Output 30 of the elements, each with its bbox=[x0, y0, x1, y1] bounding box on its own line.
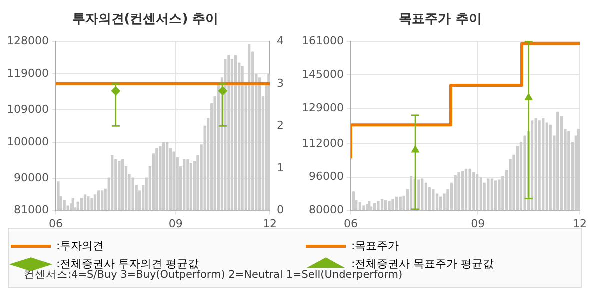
text: 컨센서스:4=S/Buy 3=Buy(Outperform) 2=Neutral 1=Sell(Underperform) bbox=[24, 269, 403, 282]
y2-tick-label: 0 bbox=[277, 204, 284, 217]
legend-label: :전체증권사 투자의견 평균값 bbox=[56, 257, 200, 270]
x-tick-label: 12 bbox=[263, 217, 277, 230]
y2-tick-label: 2 bbox=[277, 119, 284, 132]
x-tick-label: 06 bbox=[344, 217, 358, 230]
legend-label: :투자의견 bbox=[56, 239, 104, 252]
y2-tick-label: 4 bbox=[277, 34, 284, 48]
x-tick-label: 09 bbox=[471, 217, 486, 230]
y-tick-label: 119000 bbox=[6, 66, 49, 80]
legend-label: :전체증권사 목표주가 평균값 bbox=[352, 257, 494, 270]
y-tick-label: 109000 bbox=[6, 102, 49, 116]
x-tick-label: 12 bbox=[573, 217, 587, 230]
legend-label: :목표주가 bbox=[352, 239, 400, 252]
y-tick-label: 96000 bbox=[308, 170, 344, 184]
y-tick-label: 81000 bbox=[14, 204, 49, 217]
x-tick-label: 09 bbox=[168, 217, 183, 230]
y-tick-label: 128000 bbox=[6, 34, 49, 48]
y-tick-label: 129000 bbox=[302, 101, 344, 114]
chart-title: 목표주가 추이 bbox=[399, 12, 482, 28]
y-tick-label: 90000 bbox=[14, 171, 49, 184]
y-tick-label: 100000 bbox=[6, 135, 49, 148]
y-tick-label: 80000 bbox=[308, 204, 344, 217]
x-tick-label: 06 bbox=[48, 217, 63, 230]
y2-tick-label: 1 bbox=[277, 161, 284, 174]
y2-tick-label: 3 bbox=[277, 76, 284, 90]
y-tick-label: 145000 bbox=[302, 68, 344, 81]
y-tick-label: 112000 bbox=[302, 136, 344, 150]
y-tick-label: 161000 bbox=[302, 34, 344, 48]
chart-title: 투자의견(컨센서스) 추이 bbox=[72, 12, 219, 28]
